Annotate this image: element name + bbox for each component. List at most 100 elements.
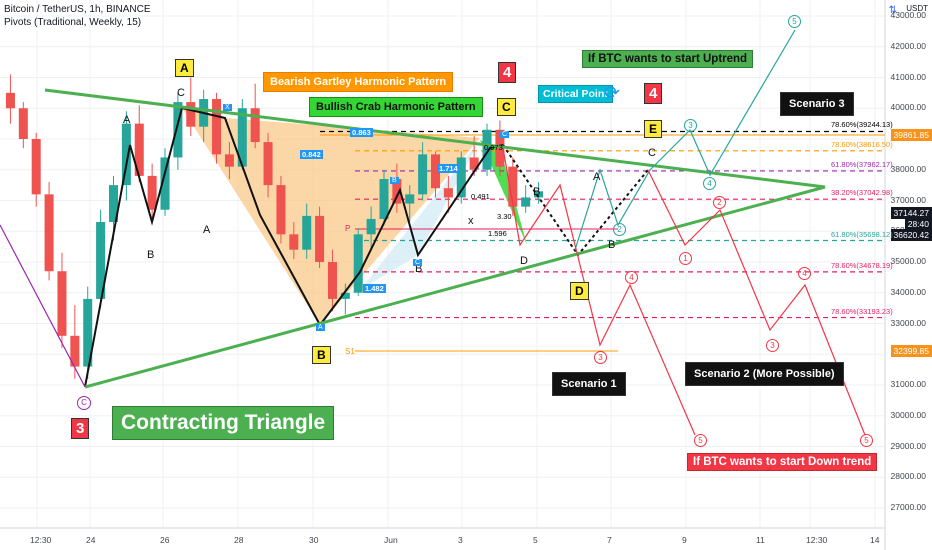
circled-2-teal: 2 [613, 223, 626, 236]
x-tick-label: 9 [682, 535, 687, 545]
ratio-1714: 1.714 [437, 164, 460, 173]
candle-body [147, 175, 157, 210]
purple-wave-line [0, 224, 86, 388]
wave-label-B-right: B [608, 239, 615, 251]
circled-4-red-right: 4 [798, 267, 811, 280]
scenario2-label: Scenario 2 (More Possible) [685, 362, 844, 386]
circled-3-red-right: 3 [766, 339, 779, 352]
fib-level-label: 78.60%(34678.19) [831, 260, 893, 270]
x-tick-label: 30 [309, 535, 319, 545]
wave-box-B: B [312, 346, 331, 364]
candle-body [121, 123, 131, 186]
wave-box-D: D [570, 282, 589, 300]
bearish-gartley-label: Bearish Gartley Harmonic Pattern [263, 72, 454, 92]
candle-body [302, 215, 312, 250]
circled-C-label: C [77, 396, 91, 410]
candle-body [443, 188, 453, 198]
crab-body [360, 140, 480, 290]
y-tick-label: 31000.00 [890, 379, 926, 389]
y-tick-label: 43000.00 [890, 10, 926, 20]
ratio-1482: 1.482 [363, 284, 386, 293]
x-tick-label: 11 [756, 535, 765, 545]
scenario3-label: Scenario 3 [780, 92, 854, 116]
candle-body [289, 234, 299, 250]
candle-body [418, 154, 428, 195]
price-box: 37144.27 [890, 207, 932, 219]
candle-body [315, 215, 325, 262]
candle-body [405, 194, 415, 204]
wave-label-C-top: C [177, 87, 185, 99]
x-tick-label: 5 [533, 535, 538, 545]
y-tick-label: 29000.00 [890, 440, 926, 451]
x-tick-label: 24 [86, 535, 96, 545]
candle-body [353, 234, 363, 293]
wave-label-x: x [468, 215, 474, 227]
point-C-marker: C [413, 259, 423, 266]
candle-body [44, 194, 54, 272]
candle-body [18, 108, 28, 139]
candle-body [508, 166, 518, 207]
candle-body [212, 99, 222, 155]
candle-body [366, 218, 376, 235]
triangle-lower-line [84, 185, 826, 389]
bullish-crab-label: Bullish Crab Harmonic Pattern [309, 97, 483, 117]
price-box: 32399.85 [890, 345, 932, 357]
abc-zigzag-wave [84, 106, 504, 388]
circled-5-red-right: 5 [860, 434, 873, 447]
uptrend-label: If BTC wants to start Uptrend [582, 50, 754, 68]
candle-body [482, 129, 492, 170]
candle-body [186, 102, 196, 127]
symbol-title: Bitcoin / TetherUS, 1h, BINANCE [4, 4, 151, 15]
candle-body [5, 92, 15, 109]
candle-body [534, 191, 544, 198]
lock-icon[interactable]: ⇅ [888, 5, 897, 16]
contracting-triangle-label: Contracting Triangle [112, 406, 335, 440]
candle-body [327, 262, 337, 299]
gartley-wing-2 [225, 118, 480, 325]
pivots-indicator-label[interactable]: Pivots (Traditional, Weekly, 15) [4, 17, 142, 28]
fib-level-label: 78.60%(39244.13) [831, 120, 893, 130]
candle-body [495, 129, 505, 167]
circled-5-red-left: 5 [694, 434, 707, 447]
point-D-marker: C [500, 131, 510, 138]
candle-body [173, 102, 183, 158]
wave-box-3: 3 [71, 418, 90, 439]
x-tick-label: 28 [234, 535, 244, 545]
ratio-0863: 0.863 [350, 128, 373, 137]
y-tick-label: 33000.00 [890, 317, 926, 328]
circled-3-teal: 3 [684, 119, 697, 132]
wave-label-B-mid: B [415, 263, 422, 275]
fib-level-label: 61.80%(35698.12) [831, 229, 893, 239]
downtrend-label: If BTC wants to start Down trend [687, 453, 878, 471]
ratio-0973: 0.973 [484, 143, 503, 152]
candle-body [96, 222, 106, 299]
candle-body [469, 157, 479, 170]
wave-box-C: C [497, 98, 516, 116]
scenario2-path [647, 169, 866, 436]
fib-level-label: 78.60%(33193.23) [831, 306, 893, 316]
wave-label-C-right: C [648, 147, 656, 159]
ratio-0491: 0.491 [471, 192, 490, 201]
candle-body [70, 335, 80, 367]
candle-body [108, 185, 118, 223]
scenario3-path [574, 29, 796, 251]
wave-box-4-right: 4 [644, 83, 663, 104]
candle-body [160, 157, 170, 210]
wave-label-A-mid: A [203, 224, 211, 236]
wave-label-A-top: A [123, 114, 131, 126]
candle-body [431, 154, 441, 189]
wave-label-S1: S1 [345, 347, 355, 356]
circled-3-red: 3 [594, 351, 607, 364]
y-tick-label: 38000.00 [890, 163, 926, 174]
price-box: 39861.85 [890, 129, 932, 141]
candle-body [263, 142, 273, 186]
x-tick-label: 12:30 [806, 535, 828, 545]
wave-label-A-right: A [593, 171, 601, 183]
wave-box-A: A [175, 59, 194, 77]
candle-body [134, 123, 144, 176]
y-tick-label: 28000.00 [890, 471, 926, 482]
y-tick-label: 37000.00 [890, 194, 926, 205]
point-A-marker: A [316, 324, 325, 331]
circled-4-teal: 4 [703, 177, 716, 190]
